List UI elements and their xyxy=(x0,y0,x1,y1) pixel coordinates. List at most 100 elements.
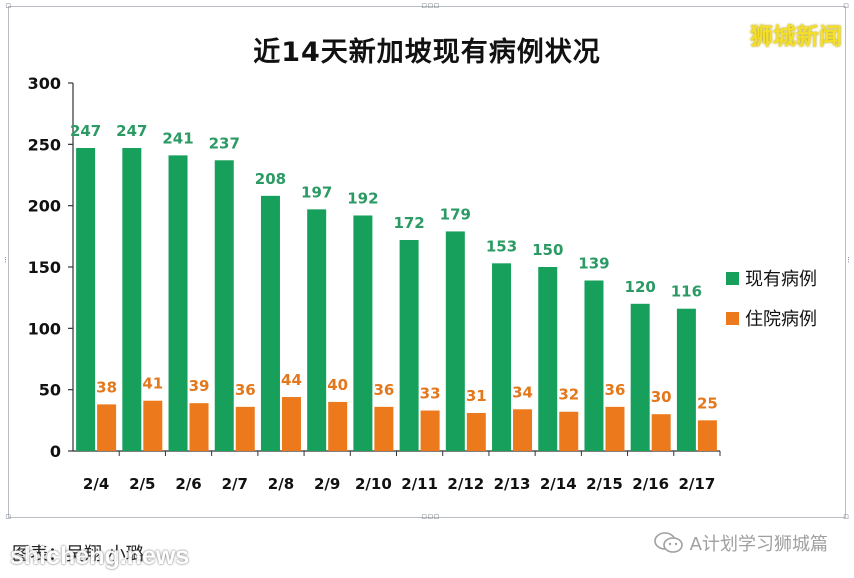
bar-hospitalized xyxy=(328,401,348,451)
data-label-current: 247 xyxy=(116,122,147,140)
resize-handle-top-right[interactable]: ▫ xyxy=(842,1,849,11)
y-tick-label: 50 xyxy=(39,381,61,400)
wechat-icon xyxy=(653,532,683,553)
resize-handle-bottom[interactable]: ▫▫▫ xyxy=(421,512,440,522)
data-label-hospitalized: 31 xyxy=(466,387,487,405)
bar-current xyxy=(76,148,96,451)
bar-current xyxy=(122,148,142,451)
bar-hospitalized xyxy=(697,420,717,451)
y-tick-label: 250 xyxy=(28,135,61,154)
bar-current xyxy=(353,215,373,451)
bar-current xyxy=(307,209,327,451)
data-label-hospitalized: 39 xyxy=(189,377,210,395)
data-label-hospitalized: 34 xyxy=(512,383,533,401)
data-label-current: 241 xyxy=(162,129,193,147)
y-tick-label: 150 xyxy=(28,258,61,277)
bar-current xyxy=(538,267,558,451)
watermark: shicheng.news xyxy=(10,542,190,570)
x-category-label: 2/14 xyxy=(540,475,577,493)
x-category-label: 2/13 xyxy=(494,475,531,493)
bar-current xyxy=(214,160,234,451)
bar-current xyxy=(260,195,280,451)
bar-hospitalized xyxy=(374,406,394,451)
y-tick-label: 300 xyxy=(28,74,61,93)
data-label-hospitalized: 41 xyxy=(142,375,163,393)
x-category-label: 2/17 xyxy=(678,475,715,493)
data-label-current: 197 xyxy=(301,183,332,201)
legend-item-current: 现有病例 xyxy=(726,265,817,291)
data-label-current: 179 xyxy=(440,205,471,223)
bar-hospitalized xyxy=(143,400,163,451)
data-label-current: 237 xyxy=(209,134,240,152)
bar-hospitalized xyxy=(605,406,625,451)
data-label-hospitalized: 25 xyxy=(697,394,718,412)
y-tick-label: 200 xyxy=(28,197,61,216)
data-label-hospitalized: 38 xyxy=(96,378,117,396)
x-category-label: 2/8 xyxy=(268,475,294,493)
data-label-hospitalized: 36 xyxy=(605,381,626,399)
resize-handle-right[interactable]: ⁝ xyxy=(847,256,850,266)
data-label-hospitalized: 30 xyxy=(651,388,672,406)
data-label-current: 247 xyxy=(70,122,101,140)
legend-label-hospitalized: 住院病例 xyxy=(745,309,817,330)
y-tick-label: 0 xyxy=(50,442,61,461)
data-label-hospitalized: 32 xyxy=(558,386,579,404)
bar-current xyxy=(492,263,512,451)
bar-hospitalized xyxy=(97,404,117,451)
y-tick-label: 100 xyxy=(28,319,61,338)
bar-hospitalized xyxy=(189,403,209,451)
caption: 图表：吴翔 小璐 xyxy=(12,544,144,565)
data-label-current: 116 xyxy=(671,283,702,301)
data-label-hospitalized: 33 xyxy=(420,385,441,403)
legend-item-hospitalized: 住院病例 xyxy=(726,305,817,331)
data-label-hospitalized: 36 xyxy=(373,381,394,399)
brand-logo: 狮城新闻 xyxy=(750,24,842,50)
x-category-label: 2/7 xyxy=(222,475,248,493)
bar-hospitalized xyxy=(420,410,440,451)
data-label-current: 172 xyxy=(393,214,424,232)
x-category-label: 2/11 xyxy=(401,475,438,493)
bar-current xyxy=(676,308,696,451)
resize-handle-top-left[interactable]: ▫ xyxy=(5,1,12,11)
bar-hospitalized xyxy=(466,412,486,451)
data-label-hospitalized: 36 xyxy=(235,381,256,399)
legend-swatch-hospitalized xyxy=(726,311,739,325)
x-category-label: 2/10 xyxy=(355,475,392,493)
x-category-label: 2/12 xyxy=(447,475,484,493)
bar-hospitalized xyxy=(281,397,301,451)
bar-current xyxy=(445,231,465,451)
x-category-label: 2/5 xyxy=(129,475,155,493)
bar-hospitalized xyxy=(513,409,533,451)
resize-handle-left[interactable]: ⁝ xyxy=(4,256,7,266)
legend: 现有病例 住院病例 xyxy=(726,265,817,345)
chart-title: 近14天新加坡现有病例状况 xyxy=(253,37,601,68)
data-label-current: 192 xyxy=(347,189,378,207)
data-label-current: 150 xyxy=(532,241,563,259)
x-category-label: 2/16 xyxy=(632,475,669,493)
bar-current xyxy=(584,280,604,451)
resize-handle-bottom-right[interactable]: ▫ xyxy=(842,512,849,522)
x-category-label: 2/15 xyxy=(586,475,623,493)
wechat-credit: A计划学习狮城篇 xyxy=(653,530,828,556)
x-category-label: 2/9 xyxy=(314,475,340,493)
data-label-hospitalized: 40 xyxy=(327,376,348,394)
legend-label-current: 现有病例 xyxy=(745,269,817,290)
x-category-label: 2/4 xyxy=(83,475,109,493)
bar-hospitalized xyxy=(235,406,255,451)
data-label-current: 120 xyxy=(625,278,656,296)
legend-swatch-current xyxy=(726,271,739,285)
data-label-current: 139 xyxy=(578,254,609,272)
bar-hospitalized xyxy=(559,411,579,451)
data-label-hospitalized: 44 xyxy=(281,371,302,389)
bar-current xyxy=(399,240,419,451)
bar-hospitalized xyxy=(651,414,671,451)
resize-handle-bottom-left[interactable]: ▫ xyxy=(5,512,12,522)
data-label-current: 208 xyxy=(255,170,286,188)
wechat-credit-text: A计划学习狮城篇 xyxy=(689,534,828,555)
bar-current xyxy=(168,155,188,451)
data-label-current: 153 xyxy=(486,237,517,255)
resize-handle-top[interactable]: ▫▫▫ xyxy=(421,1,440,11)
x-category-label: 2/6 xyxy=(175,475,201,493)
bar-current xyxy=(630,303,650,451)
